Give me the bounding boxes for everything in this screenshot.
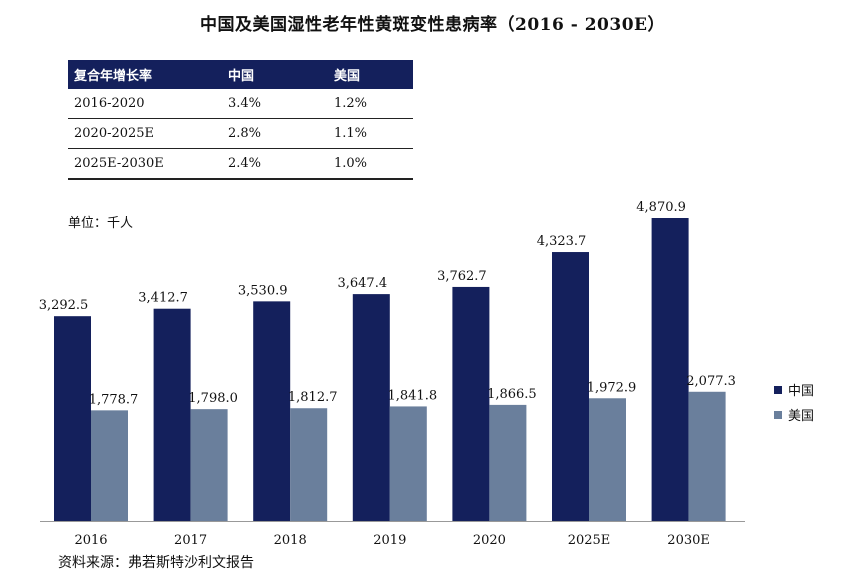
data-label-china-2020: 3,762.7 xyxy=(437,269,487,284)
bar-china-2019 xyxy=(352,294,390,521)
x-tick-label: 2020 xyxy=(473,533,506,548)
cagr-china-value: 3.4% xyxy=(222,89,328,119)
data-label-usa-2017: 1,798.0 xyxy=(188,391,238,406)
table-row: 2016-2020 3.4% 1.2% xyxy=(68,89,413,119)
legend-item-china: 中国 xyxy=(774,377,814,402)
data-label-china-2016: 3,292.5 xyxy=(39,298,89,313)
cagr-china-value: 2.8% xyxy=(222,118,328,149)
legend-label-china: 中国 xyxy=(788,384,815,399)
legend-item-usa: 美国 xyxy=(774,402,814,427)
bar-china-2017 xyxy=(153,308,191,521)
bar-usa-2017 xyxy=(190,409,228,521)
x-tick-label: 2025E xyxy=(568,533,611,548)
chart-title: 中国及美国湿性老年性黄斑变性患病率（2016 - 2030E） xyxy=(200,15,665,35)
table-row: 2020-2025E 2.8% 1.1% xyxy=(68,118,413,149)
cagr-header-usa: 美国 xyxy=(328,60,413,89)
cagr-period: 2020-2025E xyxy=(68,118,222,149)
x-tick-label: 2019 xyxy=(373,533,406,548)
legend-swatch-usa xyxy=(774,410,782,419)
data-label-usa-2025E: 1,972.9 xyxy=(587,380,637,395)
data-label-usa-2018: 1,812.7 xyxy=(288,390,338,405)
x-tick-label: 2030E xyxy=(667,533,710,548)
cagr-period: 2016-2020 xyxy=(68,89,222,119)
bar-china-2016 xyxy=(54,316,91,521)
legend: 中国 美国 xyxy=(774,377,814,427)
bar-usa-2018 xyxy=(290,408,328,521)
cagr-usa-value: 1.2% xyxy=(328,89,413,119)
bar-usa-2016 xyxy=(91,410,128,521)
x-tick-label: 2016 xyxy=(74,533,107,548)
cagr-table: 复合年增长率 中国 美国 2016-2020 3.4% 1.2% 2020-20… xyxy=(68,60,413,180)
bar-usa-2030E xyxy=(688,391,726,521)
bar-china-2030E xyxy=(651,218,689,521)
data-label-china-2019: 3,647.4 xyxy=(337,276,387,291)
data-label-china-2018: 3,530.9 xyxy=(238,283,288,298)
cagr-usa-value: 1.1% xyxy=(328,118,413,149)
bar-usa-2025E xyxy=(589,398,626,521)
legend-swatch-china xyxy=(774,385,782,394)
x-tick-label: 2017 xyxy=(174,533,207,548)
data-label-china-2025E: 4,323.7 xyxy=(537,234,587,249)
bar-usa-2020 xyxy=(489,404,527,521)
data-label-usa-2016: 1,778.7 xyxy=(89,392,139,407)
data-label-usa-2019: 1,841.8 xyxy=(387,388,437,403)
data-label-usa-2020: 1,866.5 xyxy=(487,387,537,402)
cagr-header-china: 中国 xyxy=(222,60,328,89)
cagr-period: 2025E-2030E xyxy=(68,148,222,180)
cagr-table-header: 复合年增长率 中国 美国 xyxy=(68,60,413,89)
bar-china-2025E xyxy=(552,252,589,521)
data-label-usa-2030E: 2,077.3 xyxy=(686,374,736,389)
bar-usa-2019 xyxy=(389,406,427,521)
unit-label: 单位：千人 xyxy=(68,216,134,231)
data-label-china-2017: 3,412.7 xyxy=(138,291,188,306)
bar-china-2018 xyxy=(253,301,291,521)
x-tick-label: 2018 xyxy=(274,533,307,548)
cagr-header-label: 复合年增长率 xyxy=(68,60,222,89)
data-label-china-2030E: 4,870.9 xyxy=(636,200,686,215)
table-row: 2025E-2030E 2.4% 1.0% xyxy=(68,148,413,180)
cagr-china-value: 2.4% xyxy=(222,148,328,180)
legend-label-usa: 美国 xyxy=(788,409,815,424)
bar-china-2020 xyxy=(452,286,490,521)
source-note: 资料来源：弗若斯特沙利文报告 xyxy=(58,555,254,571)
cagr-usa-value: 1.0% xyxy=(328,148,413,180)
